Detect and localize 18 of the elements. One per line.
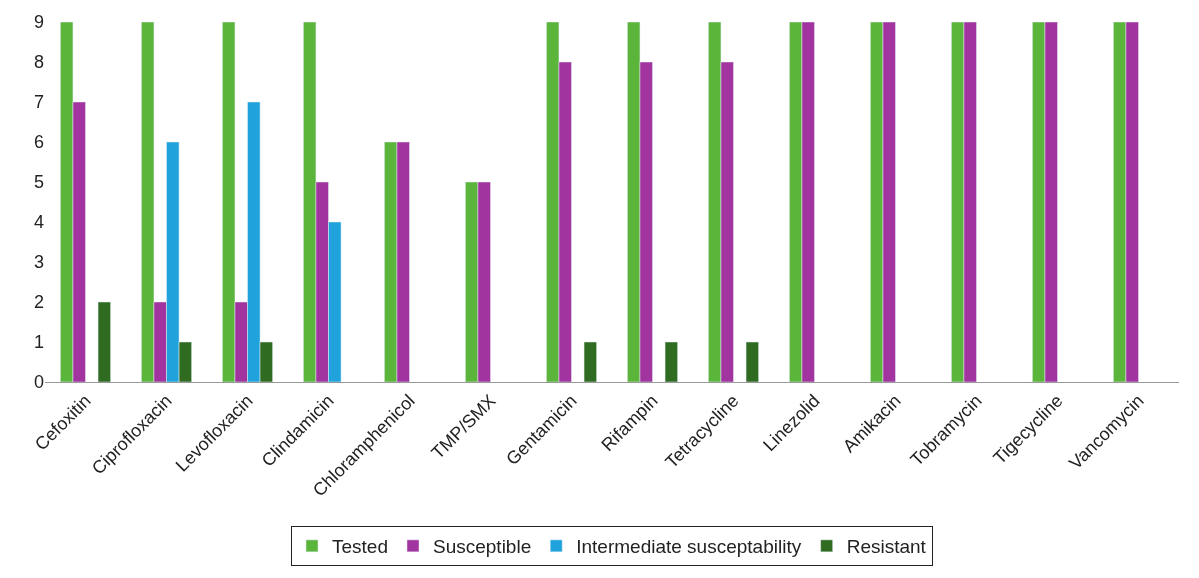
- y-tick-label: 3: [33, 252, 44, 273]
- y-tick-label: 0: [33, 372, 44, 393]
- bar: [583, 341, 597, 382]
- y-tick-label: 2: [33, 292, 44, 313]
- legend-label: Resistant: [846, 536, 927, 558]
- bar: [97, 301, 111, 382]
- y-tick-label: 9: [33, 12, 44, 33]
- y-tick-label: 7: [33, 92, 44, 113]
- y-tick-label: 6: [33, 132, 44, 153]
- y-tick-label: 8: [33, 52, 44, 73]
- y-tick-label: 4: [33, 212, 44, 233]
- y-tick-label: 1: [33, 332, 44, 353]
- bar: [664, 341, 678, 382]
- legend-label: Tested: [332, 536, 388, 558]
- bar: [745, 341, 759, 382]
- y-tick-label: 5: [33, 172, 44, 193]
- legend-label: Intermediate susceptability: [576, 536, 802, 558]
- legend-label: Susceptible: [432, 536, 532, 558]
